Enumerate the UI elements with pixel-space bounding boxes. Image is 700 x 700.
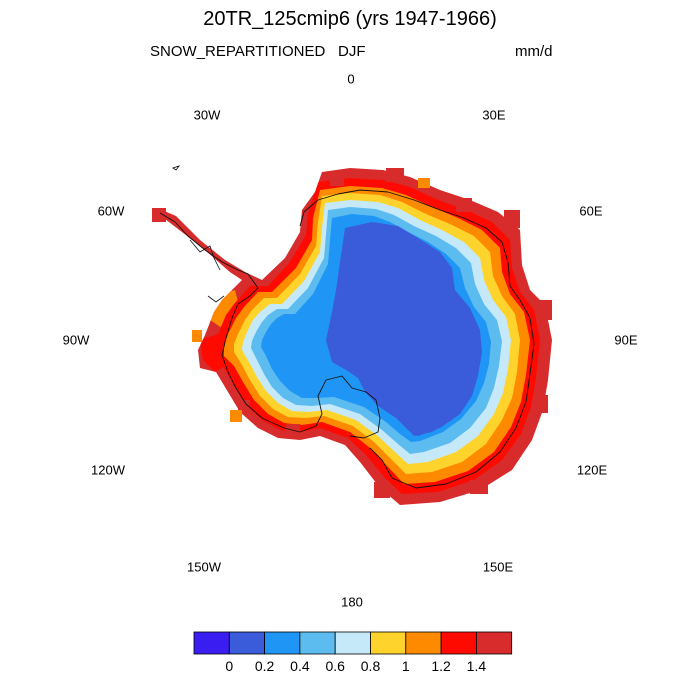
lon-label-60e: 60E — [579, 203, 603, 219]
colorbar-tick-label: 0.2 — [255, 658, 275, 674]
map-title: 20TR_125cmip6 (yrs 1947-1966) — [203, 8, 497, 30]
season-label: DJF — [338, 43, 366, 60]
lon-label-90w: 90W — [62, 332, 90, 348]
colorbar-box — [370, 631, 407, 655]
units-label: mm/d — [515, 43, 553, 60]
lon-label-30e: 30E — [482, 107, 506, 123]
colorbar-tick-label: 1 — [402, 658, 410, 674]
colorbar-box — [334, 631, 371, 655]
lon-label-150w: 150W — [187, 559, 221, 575]
colorbar-box — [264, 631, 301, 655]
lon-label-150e: 150E — [482, 559, 514, 575]
colorbar-tick-label: 0 — [225, 658, 233, 674]
lon-label-180: 180 — [341, 594, 363, 610]
colorbar-tick-label: 0.6 — [325, 658, 345, 674]
colorbar-tick-label: 1.2 — [431, 658, 451, 674]
colorbar-tick-label: 0.8 — [361, 658, 381, 674]
colorbar-box — [193, 631, 230, 655]
colorbar-box — [440, 631, 477, 655]
lon-label-120w: 120W — [91, 462, 125, 478]
lon-label-120e: 120E — [576, 462, 608, 478]
lon-label-0: 0 — [347, 71, 355, 87]
lon-label-60w: 60W — [97, 203, 125, 219]
lon-label-30w: 30W — [193, 107, 221, 123]
colorbar-box — [299, 631, 336, 655]
lon-label-90e: 90E — [614, 332, 638, 348]
colorbar-box — [475, 631, 513, 655]
colorbar-box — [405, 631, 442, 655]
variable-label: SNOW_REPARTITIONED — [150, 43, 326, 60]
colorbar-tick-label: 1.4 — [467, 658, 487, 674]
colorbar-tick-label: 0.4 — [290, 658, 310, 674]
colorbar-box — [228, 631, 266, 655]
